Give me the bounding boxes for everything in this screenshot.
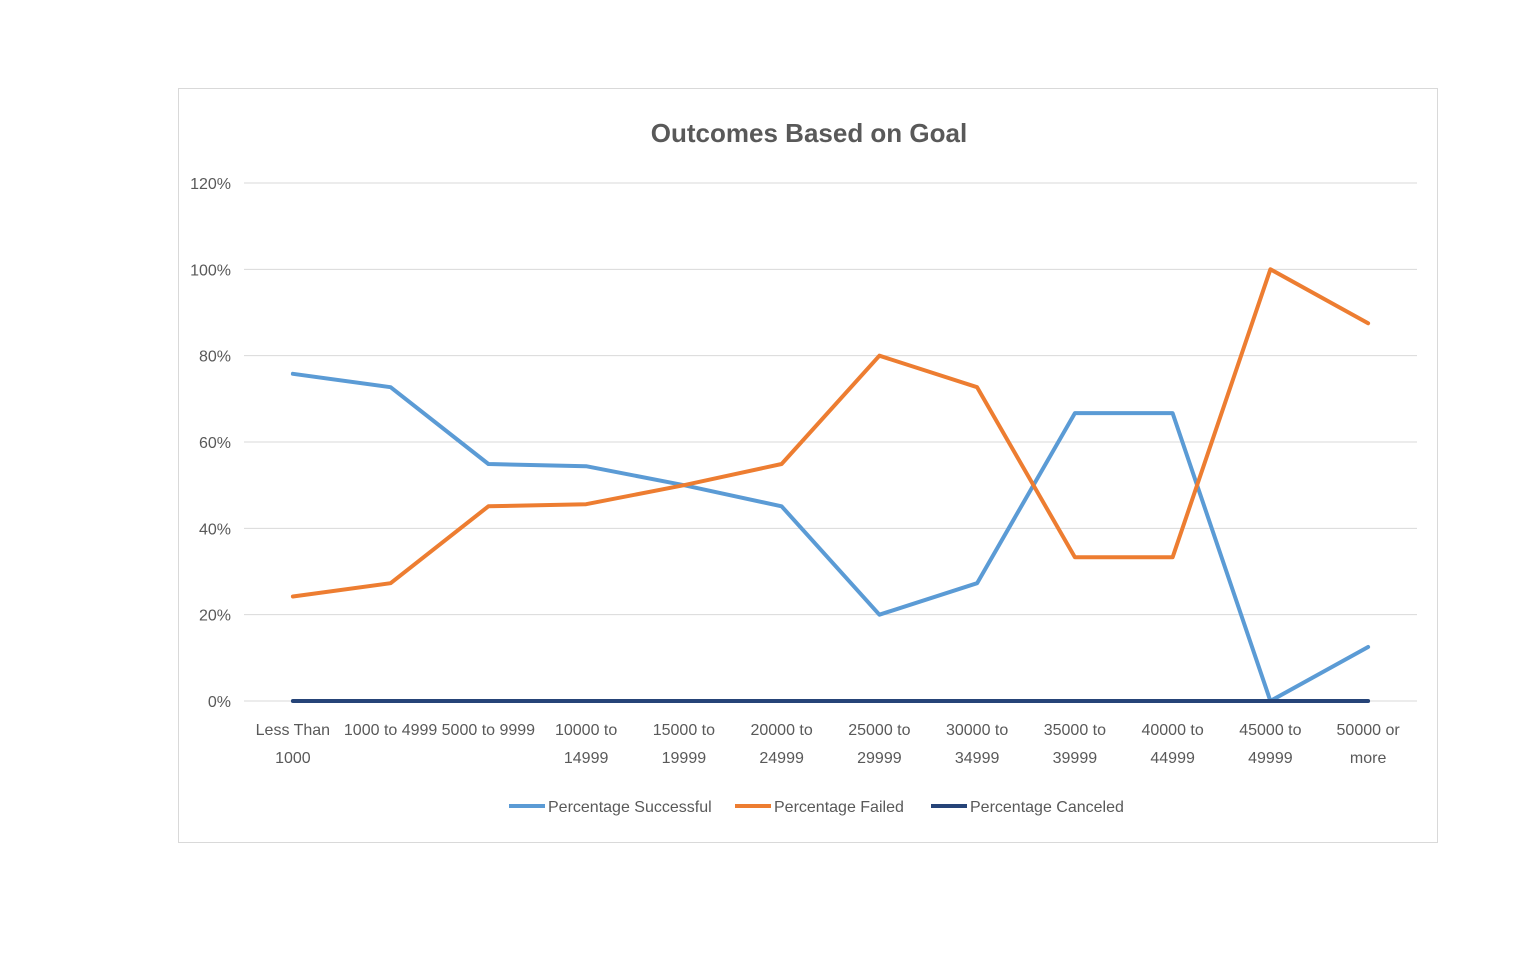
series-line-1	[290, 371, 1371, 703]
x-tick-label: 45000 to 49999	[1239, 722, 1301, 767]
x-tick-label: 10000 to 14999	[555, 722, 617, 767]
gridlines	[244, 182, 1417, 702]
x-tick-label: 1000 to 4999	[344, 722, 438, 739]
y-tick-label: 20%	[199, 608, 231, 625]
y-tick-label: 60%	[199, 435, 231, 452]
x-tick-label: 20000 to 24999	[750, 722, 812, 767]
x-tick-label: 40000 to 44999	[1141, 722, 1203, 767]
y-tick-label: 120%	[190, 176, 231, 193]
x-axis-ticks: Less Than 1000 1000 to 4999 5000 to 9999 100…	[256, 722, 1401, 767]
x-tick-label: 30000 to 34999	[946, 722, 1008, 767]
y-tick-label: 100%	[190, 262, 231, 279]
series-line-2	[290, 267, 1371, 599]
y-tick-label: 80%	[199, 349, 231, 366]
line-chart: Outcomes Based on Goal 0% 20% 40% 60% 80% 100…	[190, 118, 1417, 816]
x-tick-label: 50000 or more	[1337, 722, 1401, 767]
chart-title: Outcomes Based on Goal	[651, 118, 967, 148]
series-lines	[290, 267, 1371, 703]
x-tick-label: 35000 to 39999	[1044, 722, 1106, 767]
y-axis-ticks: 0% 20% 40% 60% 80% 100% 120%	[190, 176, 231, 711]
x-tick-label: Less Than 1000	[256, 722, 330, 767]
legend-label: Percentage Successful	[548, 799, 712, 816]
x-tick-label: 15000 to 19999	[653, 722, 715, 767]
y-tick-label: 40%	[199, 521, 231, 538]
y-tick-label: 0%	[208, 694, 231, 711]
legend: Percentage Successful Percentage Failed Pe…	[509, 799, 1124, 816]
legend-label: Percentage Failed	[774, 799, 904, 816]
chart-area: Outcomes Based on Goal 0% 20% 40% 60% 80% 100…	[178, 88, 1438, 843]
x-tick-label: 25000 to 29999	[848, 722, 910, 767]
legend-label: Percentage Canceled	[970, 799, 1124, 816]
x-tick-label: 5000 to 9999	[442, 722, 536, 739]
